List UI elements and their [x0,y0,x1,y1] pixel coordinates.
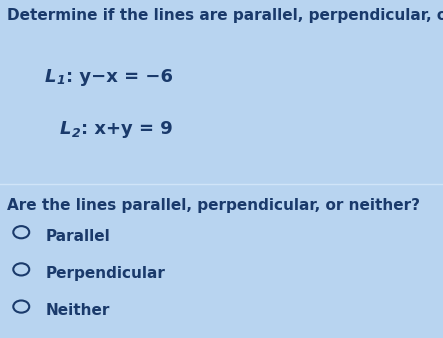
Text: Perpendicular: Perpendicular [46,266,166,281]
Text: Neither: Neither [46,303,110,318]
Text: : y−x = −6: : y−x = −6 [66,68,173,86]
Text: L: L [60,120,71,138]
Text: : x+y = 9: : x+y = 9 [81,120,173,138]
Text: L: L [44,68,56,86]
Text: Parallel: Parallel [46,229,110,244]
Text: Determine if the lines are parallel, perpendicular, or neith: Determine if the lines are parallel, per… [7,8,443,23]
Text: Are the lines parallel, perpendicular, or neither?: Are the lines parallel, perpendicular, o… [7,198,420,213]
Text: 1: 1 [57,74,66,87]
Text: 2: 2 [72,127,81,140]
